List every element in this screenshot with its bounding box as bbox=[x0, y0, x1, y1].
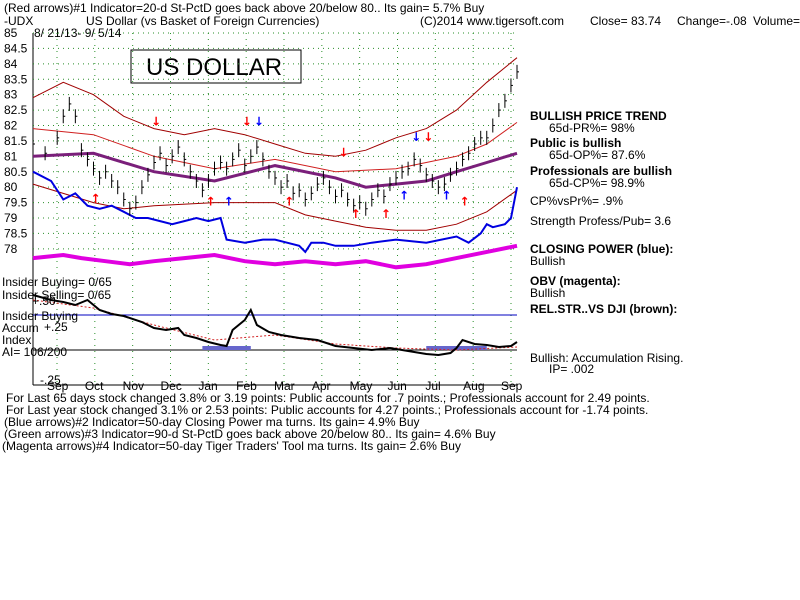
blue-arrow-up: ↑ bbox=[441, 189, 451, 203]
header-name: US Dollar (vs Basket of Foreign Currenci… bbox=[86, 14, 319, 28]
footer-line-4: (Green arrows)#3 Indicator=90-d St-PctD … bbox=[4, 427, 496, 441]
red-arrow-down: ↓ bbox=[242, 115, 252, 129]
x-tick-label: Oct bbox=[85, 379, 104, 393]
x-tick-label: Jun bbox=[388, 379, 407, 393]
x-tick-label: Sep bbox=[501, 379, 523, 393]
title-box bbox=[130, 49, 302, 84]
date-range: 8/ 21/13- 9/ 5/14 bbox=[34, 26, 122, 40]
lower-band-line bbox=[32, 183, 518, 231]
header-volume: Volume= bbox=[753, 14, 800, 28]
blue-arrow-up: ↑ bbox=[399, 189, 409, 203]
accumulation-line bbox=[32, 294, 518, 357]
ai-label: AI= 106/200 bbox=[2, 345, 67, 359]
x-tick-label: May bbox=[350, 379, 373, 393]
x-tick-label: Aug bbox=[463, 379, 484, 393]
red-arrow-up: ↑ bbox=[460, 195, 470, 209]
red-arrow-down: ↓ bbox=[339, 145, 349, 159]
bullish-price-trend: BULLISH PRICE TREND bbox=[530, 109, 667, 123]
pr-percent: 65d-PR%= 98% bbox=[549, 121, 635, 135]
red-arrow-up: ↑ bbox=[205, 195, 215, 209]
insider-buying-count: Insider Buying= 0/65 bbox=[2, 275, 112, 289]
ip-value: IP= .002 bbox=[549, 362, 594, 376]
x-tick-label: Sep bbox=[47, 379, 69, 393]
red-arrow-up: ↑ bbox=[284, 195, 294, 209]
label-plus50: +.50 bbox=[32, 294, 56, 308]
red-arrow-down: ↓ bbox=[423, 130, 433, 144]
header-close: Close= 83.74 bbox=[590, 14, 661, 28]
cp-percent: 65d-CP%= 98.9% bbox=[549, 176, 645, 190]
y-tick-label: 84.5 bbox=[4, 41, 28, 55]
header-symbol: -UDX bbox=[4, 14, 33, 28]
x-tick-label: Feb bbox=[236, 379, 257, 393]
title-box-label: US DOLLAR bbox=[146, 54, 282, 81]
relstr-label: REL.STR..VS DJI (brown): bbox=[530, 302, 677, 316]
y-tick-label: 79.5 bbox=[4, 196, 28, 210]
red-arrow-up: ↑ bbox=[91, 192, 101, 206]
y-tick-label: 83.5 bbox=[4, 72, 28, 86]
strength-profess-pub: Strength Profess/Pub= 3.6 bbox=[530, 214, 671, 228]
closing-power-state: Bullish bbox=[530, 254, 565, 268]
label-plus25: +.25 bbox=[44, 320, 68, 334]
blue-arrow-down: ↓ bbox=[411, 130, 421, 144]
public-bullish: Public is bullish bbox=[530, 136, 621, 150]
x-tick-label: Apr bbox=[312, 379, 331, 393]
y-tick-label: 85 bbox=[4, 26, 18, 40]
closing-power-label: CLOSING POWER (blue): bbox=[530, 242, 673, 256]
red-arrow-up: ↑ bbox=[381, 207, 391, 221]
header-copyright: (C)2014 www.tigersoft.com bbox=[420, 14, 564, 28]
y-tick-label: 78 bbox=[4, 242, 18, 256]
y-tick-label: 81.5 bbox=[4, 134, 28, 148]
professionals-bullish: Professionals are bullish bbox=[530, 164, 672, 178]
y-tick-label: 78.5 bbox=[4, 226, 28, 240]
moving-average-line bbox=[32, 151, 518, 189]
obv-label: OBV (magenta): bbox=[530, 274, 621, 288]
footer-line-3: (Blue arrows)#2 Indicator=50-day Closing… bbox=[4, 415, 420, 429]
cp-vs-pr: CP%vsPr%= .9% bbox=[530, 194, 623, 208]
y-tick-label: 82.5 bbox=[4, 103, 28, 117]
obv-state: Bullish bbox=[530, 286, 565, 300]
blue-arrow-down: ↓ bbox=[254, 115, 264, 129]
x-tick-label: Jan bbox=[198, 379, 217, 393]
y-tick-label: 83 bbox=[4, 88, 18, 102]
closing-power-line bbox=[32, 170, 518, 254]
label-index: Index bbox=[2, 333, 31, 347]
y-tick-label: 82 bbox=[4, 119, 18, 133]
y-tick-label: 79 bbox=[4, 211, 18, 225]
y-tick-label: 80 bbox=[4, 180, 18, 194]
x-tick-label: Nov bbox=[123, 379, 144, 393]
upper-band-line bbox=[32, 57, 518, 157]
x-tick-label: Jul bbox=[425, 379, 440, 393]
header-change: Change=-.08 bbox=[677, 14, 747, 28]
insider-selling-count: Insider Selling= 0/65 bbox=[2, 288, 111, 302]
label-minus25: -.25 bbox=[40, 373, 61, 387]
red-arrow-down: ↓ bbox=[151, 115, 161, 129]
red-arrow-up: ↑ bbox=[351, 207, 361, 221]
inner-upper-band-line bbox=[32, 121, 518, 173]
label-accum: Accum bbox=[2, 321, 39, 335]
obv-line bbox=[32, 243, 518, 270]
label-insider-buying: Insider Buying bbox=[2, 309, 78, 323]
op-percent: 65d-OP%= 87.6% bbox=[549, 148, 646, 162]
footer-line-5: (Magenta arrows)#4 Indicator=50-day Tige… bbox=[2, 439, 461, 453]
accum-blue-block bbox=[202, 346, 251, 350]
blue-arrow-up: ↑ bbox=[224, 195, 234, 209]
x-tick-label: Dec bbox=[161, 379, 182, 393]
accum-ma-line bbox=[32, 299, 518, 351]
y-tick-label: 84 bbox=[4, 57, 18, 71]
x-tick-label: Mar bbox=[274, 379, 295, 393]
accum-bullish: Bullish: Accumulation Rising. bbox=[530, 351, 683, 365]
footer-line-2: For Last year stock changed 3.1% or 2.53… bbox=[6, 403, 648, 417]
y-tick-label: 81 bbox=[4, 149, 18, 163]
header-line1: (Red arrows)#1 Indicator=20-d St-PctD go… bbox=[4, 1, 484, 15]
footer-line-1: For Last 65 days stock changed 3.8% or 3… bbox=[6, 391, 650, 405]
y-tick-label: 80.5 bbox=[4, 165, 28, 179]
